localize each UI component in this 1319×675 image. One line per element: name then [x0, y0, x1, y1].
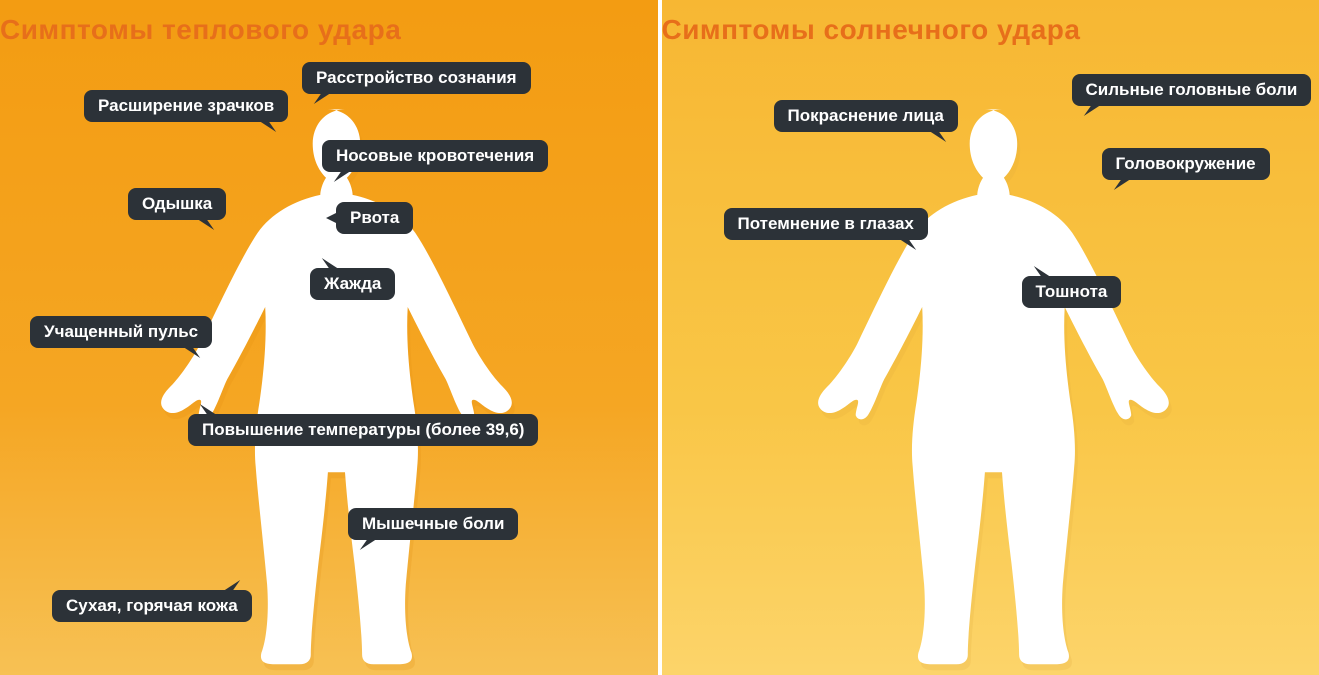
symptom-label: Мышечные боли [362, 514, 504, 534]
panel-title-right: Симптомы солнечного удара [662, 14, 1081, 46]
symptom-label: Сухая, горячая кожа [66, 596, 238, 616]
symptom-label: Потемнение в глазах [738, 214, 914, 234]
symptom-label: Жажда [324, 274, 381, 294]
symptom-label: Одышка [142, 194, 212, 214]
symptom-bubble: Жажда [310, 268, 395, 300]
symptom-bubble: Повышение температуры (более 39,6) [188, 414, 538, 446]
symptom-bubble: Расстройство сознания [302, 62, 531, 94]
symptom-label: Расстройство сознания [316, 68, 517, 88]
symptom-label: Носовые кровотечения [336, 146, 534, 166]
symptom-bubble: Носовые кровотечения [322, 140, 548, 172]
body-silhouette-right [812, 98, 1192, 673]
symptom-bubble: Головокружение [1102, 148, 1270, 180]
infographic-container: Симптомы теплового удара Расстройство со… [0, 0, 1319, 675]
symptom-label: Учащенный пульс [44, 322, 198, 342]
symptom-bubble: Сухая, горячая кожа [52, 590, 252, 622]
panel-title-left: Симптомы теплового удара [0, 14, 401, 46]
symptom-bubble: Расширение зрачков [84, 90, 288, 122]
symptom-bubble: Сильные головные боли [1072, 74, 1312, 106]
symptom-bubble: Покраснение лица [774, 100, 958, 132]
body-silhouette-left [155, 98, 535, 673]
symptom-bubble: Одышка [128, 188, 226, 220]
symptom-label: Покраснение лица [788, 106, 944, 126]
symptom-label: Тошнота [1036, 282, 1108, 302]
symptom-bubble: Потемнение в глазах [724, 208, 928, 240]
symptom-bubble: Мышечные боли [348, 508, 518, 540]
panel-heat-stroke: Симптомы теплового удара Расстройство со… [0, 0, 662, 675]
symptom-label: Сильные головные боли [1086, 80, 1298, 100]
symptom-bubble: Рвота [336, 202, 413, 234]
symptom-label: Повышение температуры (более 39,6) [202, 420, 524, 440]
symptom-bubble: Тошнота [1022, 276, 1122, 308]
symptom-label: Расширение зрачков [98, 96, 274, 116]
panel-sun-stroke: Симптомы солнечного удара Сильные головн… [662, 0, 1319, 675]
symptom-label: Рвота [350, 208, 399, 228]
symptom-label: Головокружение [1116, 154, 1256, 174]
symptom-bubble: Учащенный пульс [30, 316, 212, 348]
